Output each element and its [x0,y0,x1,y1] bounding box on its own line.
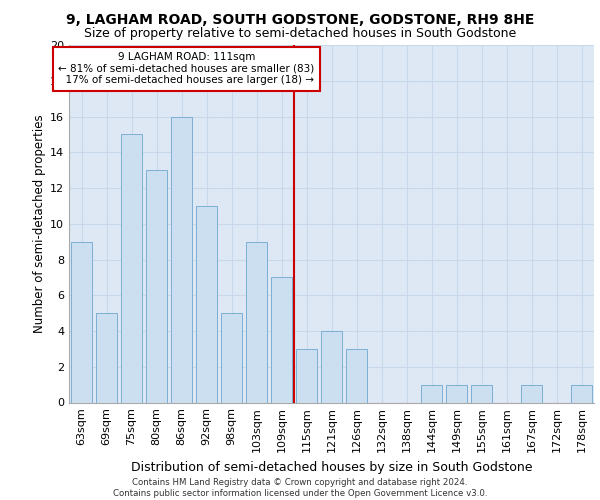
Y-axis label: Number of semi-detached properties: Number of semi-detached properties [33,114,46,333]
Text: Size of property relative to semi-detached houses in South Godstone: Size of property relative to semi-detach… [84,28,516,40]
Text: 9, LAGHAM ROAD, SOUTH GODSTONE, GODSTONE, RH9 8HE: 9, LAGHAM ROAD, SOUTH GODSTONE, GODSTONE… [66,12,534,26]
Bar [146,170,167,402]
Bar [71,242,92,402]
Bar [96,313,117,402]
Bar [571,384,592,402]
Bar [196,206,217,402]
Text: 9 LAGHAM ROAD: 111sqm
← 81% of semi-detached houses are smaller (83)
  17% of se: 9 LAGHAM ROAD: 111sqm ← 81% of semi-deta… [58,52,314,86]
Bar [446,384,467,402]
X-axis label: Distribution of semi-detached houses by size in South Godstone: Distribution of semi-detached houses by … [131,460,532,473]
Bar [421,384,442,402]
Bar [346,349,367,403]
Bar [221,313,242,402]
Bar [321,331,342,402]
Bar [121,134,142,402]
Text: Contains HM Land Registry data © Crown copyright and database right 2024.
Contai: Contains HM Land Registry data © Crown c… [113,478,487,498]
Bar [171,116,192,403]
Bar [471,384,492,402]
Bar [296,349,317,403]
Bar [271,278,292,402]
Bar [246,242,267,402]
Bar [521,384,542,402]
